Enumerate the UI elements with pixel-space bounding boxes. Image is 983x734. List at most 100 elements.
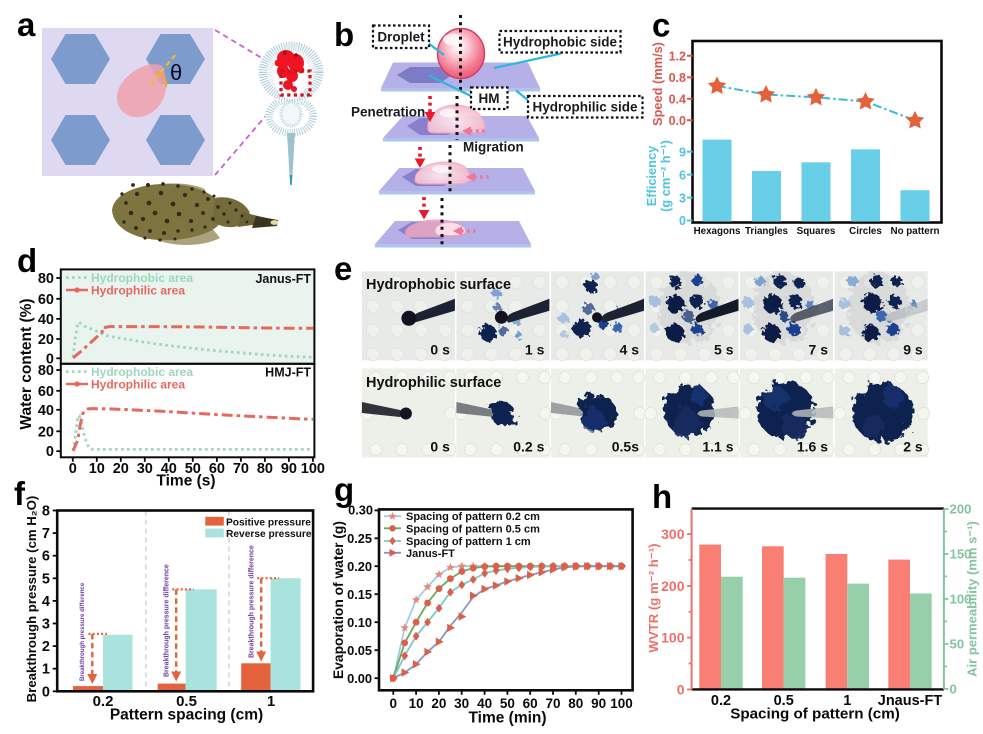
- svg-text:0: 0: [69, 461, 77, 477]
- svg-text:80: 80: [38, 271, 54, 287]
- svg-text:No pattern: No pattern: [891, 226, 940, 237]
- svg-text:70: 70: [545, 696, 560, 711]
- svg-text:g: g: [334, 471, 354, 508]
- svg-text:40: 40: [477, 696, 492, 711]
- svg-text:60: 60: [38, 384, 54, 400]
- svg-text:0.0: 0.0: [669, 114, 686, 128]
- svg-text:h: h: [652, 478, 672, 515]
- svg-text:3: 3: [42, 617, 50, 633]
- svg-text:Droplet: Droplet: [377, 30, 425, 45]
- svg-text:Migration: Migration: [463, 140, 524, 155]
- svg-text:0: 0: [390, 696, 398, 711]
- svg-text:1.1 s: 1.1 s: [702, 439, 733, 455]
- svg-text:Hydrophobic surface: Hydrophobic surface: [366, 277, 511, 293]
- svg-text:0.8: 0.8: [669, 71, 686, 85]
- svg-text:9 s: 9 s: [903, 341, 923, 357]
- svg-text:(g cm⁻² h⁻¹): (g cm⁻² h⁻¹): [658, 140, 673, 212]
- svg-text:0: 0: [677, 681, 685, 697]
- svg-text:a: a: [17, 6, 36, 43]
- svg-text:WVTR (g m⁻² h⁻¹): WVTR (g m⁻² h⁻¹): [646, 543, 661, 652]
- svg-text:c: c: [652, 7, 670, 44]
- svg-text:150: 150: [950, 547, 972, 562]
- svg-text:30: 30: [137, 461, 153, 477]
- svg-text:50: 50: [500, 696, 515, 711]
- svg-text:0.20: 0.20: [347, 559, 372, 574]
- svg-text:1 s: 1 s: [525, 341, 545, 357]
- svg-text:Hydrophilic area: Hydrophilic area: [91, 283, 185, 297]
- svg-text:0.10: 0.10: [347, 615, 372, 630]
- svg-text:Triangles: Triangles: [745, 226, 789, 237]
- svg-text:90: 90: [591, 696, 606, 711]
- svg-text:Spacing of pattern (cm): Spacing of pattern (cm): [730, 706, 900, 723]
- svg-text:Hydrophilic area: Hydrophilic area: [91, 377, 185, 391]
- svg-text:60: 60: [209, 461, 225, 477]
- svg-text:Breakthrough pressure differen: Breakthrough pressure difference: [249, 545, 256, 658]
- svg-text:40: 40: [38, 312, 54, 328]
- svg-text:70: 70: [233, 461, 249, 477]
- svg-text:Air permeability (mm s⁻¹): Air permeability (mm s⁻¹): [965, 521, 980, 677]
- svg-text:0.05: 0.05: [347, 643, 372, 658]
- svg-text:Positive pressure: Positive pressure: [226, 517, 311, 528]
- svg-text:Spacing of pattern 0.2 cm: Spacing of pattern 0.2 cm: [406, 511, 540, 523]
- svg-text:100: 100: [950, 592, 972, 607]
- svg-text:e: e: [334, 250, 352, 287]
- svg-text:4: 4: [42, 594, 50, 610]
- svg-text:80: 80: [257, 461, 273, 477]
- svg-text:9: 9: [679, 145, 686, 159]
- svg-text:7 s: 7 s: [809, 341, 829, 357]
- svg-text:Breakthrough pressure (cm H₂O): Breakthrough pressure (cm H₂O): [24, 496, 39, 703]
- svg-text:HMJ-FT: HMJ-FT: [265, 366, 311, 380]
- svg-text:2 s: 2 s: [903, 439, 923, 455]
- svg-text:0.00: 0.00: [347, 671, 372, 686]
- svg-text:20: 20: [431, 696, 446, 711]
- svg-text:80: 80: [38, 363, 54, 379]
- svg-text:0.2: 0.2: [93, 693, 114, 710]
- svg-text:0: 0: [46, 351, 54, 367]
- svg-text:Squares: Squares: [797, 226, 836, 237]
- svg-text:100: 100: [301, 461, 325, 477]
- svg-text:7: 7: [42, 526, 50, 542]
- svg-text:Breakthrough pressure differen: Breakthrough pressure difference: [79, 582, 86, 681]
- svg-text:200: 200: [661, 578, 685, 594]
- svg-text:8: 8: [42, 504, 50, 520]
- svg-text:5: 5: [42, 571, 50, 587]
- svg-text:6: 6: [679, 168, 686, 182]
- svg-text:1: 1: [843, 693, 851, 709]
- svg-text:1: 1: [267, 693, 275, 710]
- svg-text:30: 30: [454, 696, 469, 711]
- svg-text:60: 60: [38, 292, 54, 308]
- svg-text:Penetration: Penetration: [351, 105, 425, 120]
- svg-text:300: 300: [661, 526, 685, 542]
- svg-text:1.2: 1.2: [669, 50, 686, 64]
- svg-text:0 s: 0 s: [430, 341, 450, 357]
- svg-text:Spacing of pattern 0.5 cm: Spacing of pattern 0.5 cm: [406, 523, 540, 535]
- svg-text:1: 1: [42, 662, 50, 678]
- svg-text:Breakthrough pressure differen: Breakthrough pressure difference: [164, 564, 171, 677]
- svg-text:Time (s): Time (s): [156, 473, 215, 490]
- svg-text:0.5: 0.5: [176, 693, 197, 710]
- svg-text:0.30: 0.30: [348, 503, 373, 518]
- svg-text:Janus-FT: Janus-FT: [255, 272, 311, 286]
- svg-text:1.6 s: 1.6 s: [797, 439, 828, 455]
- svg-text:50: 50: [950, 637, 965, 652]
- svg-text:5 s: 5 s: [714, 341, 734, 357]
- svg-text:Hexagons: Hexagons: [694, 226, 741, 237]
- svg-text:Hydrophobic area: Hydrophobic area: [91, 271, 193, 285]
- svg-text:f: f: [14, 475, 26, 512]
- svg-text:θ: θ: [170, 60, 182, 85]
- svg-text:20: 20: [38, 424, 54, 440]
- svg-text:100: 100: [610, 696, 633, 711]
- svg-text:Reverse pressure: Reverse pressure: [226, 529, 312, 540]
- svg-text:0: 0: [46, 444, 54, 460]
- svg-text:20: 20: [113, 461, 129, 477]
- svg-text:Hydrophobic side: Hydrophobic side: [503, 35, 618, 50]
- svg-text:6: 6: [42, 549, 50, 565]
- svg-text:0: 0: [950, 682, 957, 697]
- svg-text:0.25: 0.25: [347, 531, 372, 546]
- svg-text:Spacing of pattern 1 cm: Spacing of pattern 1 cm: [406, 536, 531, 548]
- svg-text:20: 20: [38, 332, 54, 348]
- svg-text:100: 100: [661, 630, 685, 646]
- svg-text:Jnaus-FT: Jnaus-FT: [878, 693, 943, 709]
- svg-text:90: 90: [281, 461, 297, 477]
- svg-text:0: 0: [42, 684, 50, 700]
